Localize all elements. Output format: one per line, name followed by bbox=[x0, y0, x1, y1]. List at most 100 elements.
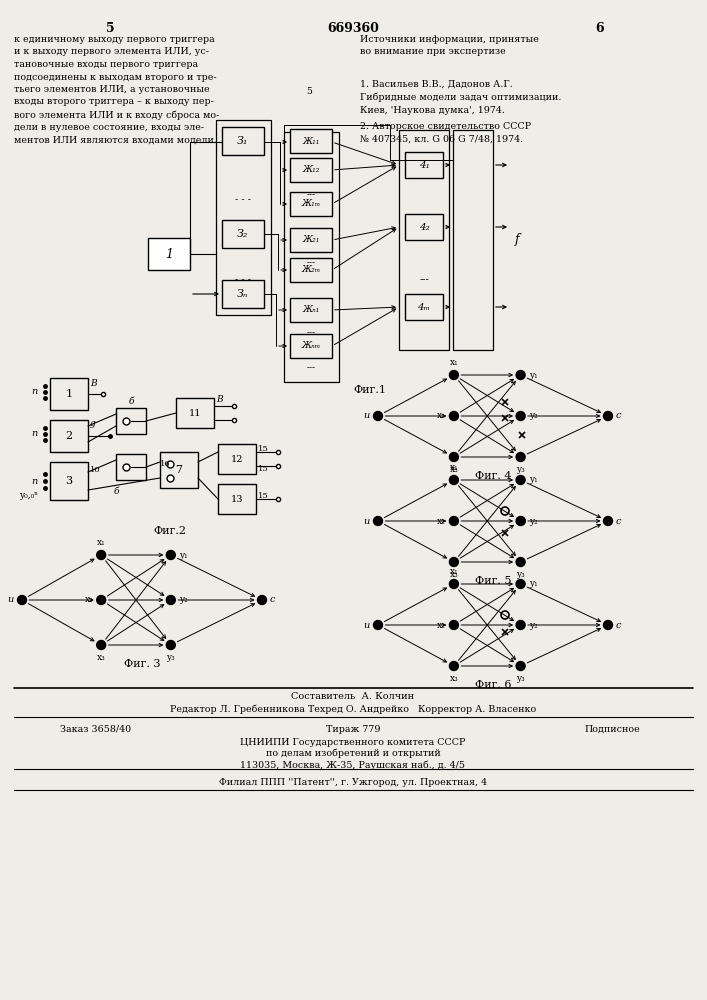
Text: x₃: x₃ bbox=[450, 674, 458, 683]
Text: 12: 12 bbox=[230, 454, 243, 464]
Text: 11: 11 bbox=[189, 408, 201, 418]
Circle shape bbox=[450, 370, 458, 379]
Circle shape bbox=[516, 620, 525, 630]
Circle shape bbox=[373, 516, 382, 526]
Bar bbox=[284, 132, 339, 382]
Text: 1. Васильев В.В., Дадонов А.Г.
Гибридные модели задач оптимизации.
Киев, 'Науков: 1. Васильев В.В., Дадонов А.Г. Гибридные… bbox=[360, 80, 561, 115]
Text: y₂: y₂ bbox=[529, 412, 537, 420]
Text: Жₙ₁: Жₙ₁ bbox=[303, 306, 320, 314]
Text: u: u bbox=[363, 516, 370, 526]
Text: x₂: x₂ bbox=[437, 412, 446, 420]
Text: б: б bbox=[113, 487, 119, 495]
Text: Фиг. 6: Фиг. 6 bbox=[474, 680, 511, 690]
Text: Источники информации, принятые
во внимание при экспертизе: Источники информации, принятые во вниман… bbox=[360, 35, 539, 56]
Text: 2. Авторское свидетельство СССР
№ 407345, кл. G 06 G 7/48, 1974.: 2. Авторское свидетельство СССР № 407345… bbox=[360, 122, 531, 143]
Circle shape bbox=[604, 516, 612, 526]
Circle shape bbox=[516, 476, 525, 485]
Circle shape bbox=[604, 412, 612, 420]
Text: ---: --- bbox=[307, 363, 315, 372]
Bar bbox=[160, 452, 198, 488]
Bar bbox=[116, 454, 146, 480]
Circle shape bbox=[450, 662, 458, 670]
Text: y₃: y₃ bbox=[516, 570, 525, 579]
Text: y₁: y₁ bbox=[179, 550, 187, 560]
Text: 3: 3 bbox=[66, 476, 73, 486]
Text: Ж₂₁: Ж₂₁ bbox=[303, 235, 320, 244]
Text: - - -: - - - bbox=[235, 275, 251, 284]
Bar bbox=[218, 484, 256, 514]
Text: 4₁: 4₁ bbox=[419, 160, 429, 169]
Bar bbox=[50, 420, 88, 452]
Text: y₁: y₁ bbox=[529, 580, 537, 588]
Text: - - -: - - - bbox=[235, 196, 251, 205]
Text: Ж₁ₘ: Ж₁ₘ bbox=[301, 200, 321, 209]
Text: y₂: y₂ bbox=[529, 620, 537, 630]
Text: б: б bbox=[128, 397, 134, 406]
Text: Фиг.1: Фиг.1 bbox=[354, 385, 387, 395]
Circle shape bbox=[18, 595, 26, 604]
Circle shape bbox=[516, 558, 525, 566]
Text: Подписное: Подписное bbox=[584, 725, 640, 734]
Text: Зₙ: Зₙ bbox=[238, 289, 249, 299]
Text: Ж₁₂: Ж₁₂ bbox=[303, 165, 320, 174]
Circle shape bbox=[516, 412, 525, 420]
Text: по делам изобретений и открытий: по делам изобретений и открытий bbox=[266, 749, 440, 758]
Bar bbox=[148, 238, 190, 270]
Text: Ж₂ₘ: Ж₂ₘ bbox=[301, 265, 321, 274]
Text: 1: 1 bbox=[165, 247, 173, 260]
Circle shape bbox=[516, 370, 525, 379]
Circle shape bbox=[97, 595, 106, 604]
Text: x₁: x₁ bbox=[450, 463, 458, 472]
Text: u: u bbox=[8, 595, 14, 604]
Bar bbox=[290, 192, 332, 216]
Circle shape bbox=[516, 662, 525, 670]
Text: 5: 5 bbox=[105, 22, 115, 35]
Circle shape bbox=[373, 412, 382, 420]
Circle shape bbox=[97, 550, 106, 560]
Text: Заказ 3658/40: Заказ 3658/40 bbox=[60, 725, 131, 734]
Text: x₃: x₃ bbox=[97, 653, 105, 662]
Bar bbox=[290, 334, 332, 358]
Text: 16: 16 bbox=[160, 460, 170, 468]
Text: y₁: y₁ bbox=[529, 476, 537, 485]
Text: 6: 6 bbox=[596, 22, 604, 35]
Text: Ж₁₁: Ж₁₁ bbox=[303, 136, 320, 145]
Bar bbox=[453, 130, 493, 350]
Bar bbox=[290, 129, 332, 153]
Text: x₂: x₂ bbox=[84, 595, 93, 604]
Text: ---: --- bbox=[307, 190, 315, 199]
Bar bbox=[290, 228, 332, 252]
Text: З₂: З₂ bbox=[238, 229, 249, 239]
Bar bbox=[216, 120, 271, 315]
Text: ---: --- bbox=[307, 328, 315, 337]
Text: c: c bbox=[616, 620, 621, 630]
Text: y₁: y₁ bbox=[529, 370, 537, 379]
Text: x₁: x₁ bbox=[450, 567, 458, 576]
Bar bbox=[290, 298, 332, 322]
Text: B: B bbox=[90, 378, 97, 387]
Text: 15: 15 bbox=[258, 445, 269, 453]
Text: 15: 15 bbox=[258, 492, 269, 500]
Text: 1: 1 bbox=[66, 389, 73, 399]
Bar bbox=[290, 258, 332, 282]
Text: 15: 15 bbox=[258, 465, 269, 473]
Text: Тираж 779: Тираж 779 bbox=[326, 725, 380, 734]
Text: ЦНИИПИ Государственного комитета СССР: ЦНИИПИ Государственного комитета СССР bbox=[240, 738, 466, 747]
Circle shape bbox=[450, 412, 458, 420]
Text: Фиг. 5: Фиг. 5 bbox=[474, 576, 511, 586]
Text: к единичному выходу первого триггера
и к выходу первого элемента ИЛИ, ус-
таново: к единичному выходу первого триггера и к… bbox=[14, 35, 219, 145]
Text: Составитель  А. Колчин: Составитель А. Колчин bbox=[291, 692, 414, 701]
Text: y₃: y₃ bbox=[166, 653, 175, 662]
Bar bbox=[399, 130, 449, 350]
Circle shape bbox=[450, 452, 458, 462]
Text: B: B bbox=[216, 395, 223, 404]
Text: 7: 7 bbox=[175, 465, 182, 475]
Circle shape bbox=[166, 550, 175, 560]
Circle shape bbox=[516, 516, 525, 526]
Text: Фиг.2: Фиг.2 bbox=[153, 526, 187, 536]
Text: Редактор Л. Гребенникова Техред О. Андрейко   Корректор А. Власенко: Редактор Л. Гребенникова Техред О. Андре… bbox=[170, 705, 536, 714]
Text: u: u bbox=[363, 620, 370, 630]
Text: c: c bbox=[270, 595, 276, 604]
Text: ---: --- bbox=[419, 275, 429, 284]
Text: c: c bbox=[616, 516, 621, 526]
